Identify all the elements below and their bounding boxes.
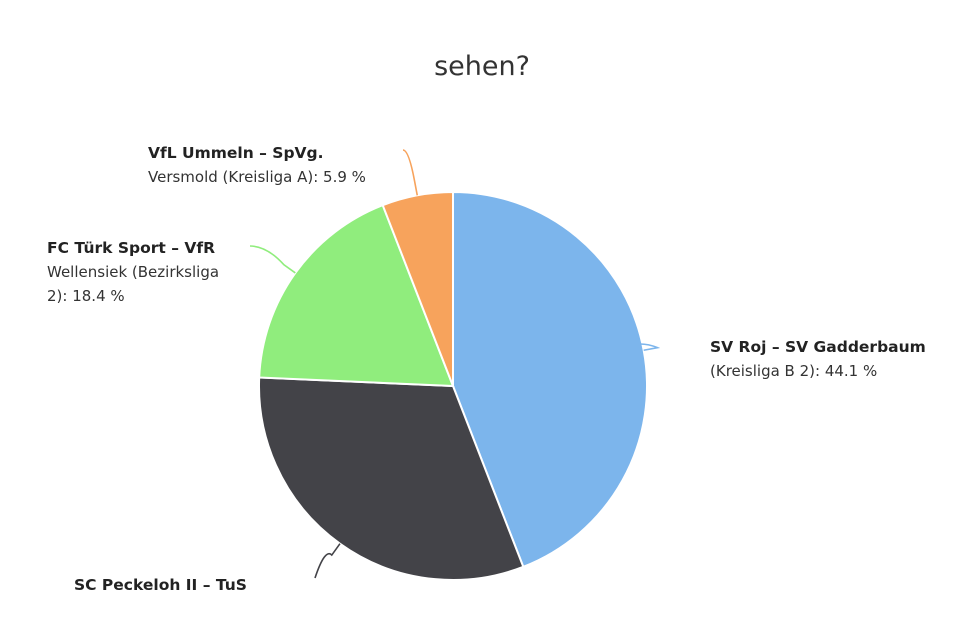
chart-title: sehen? — [434, 51, 530, 82]
data-label-value: Versmold (Kreisliga A): 5.9 % — [148, 168, 366, 186]
data-label-name: SC Peckeloh II – TuS — [74, 576, 247, 594]
connector-line-3 — [402, 149, 419, 196]
data-label-value: Wellensiek (Bezirksliga — [47, 263, 219, 281]
data-label-3: VfL Ummeln – SpVg. Versmold (Kreisliga A)… — [148, 144, 366, 186]
data-label-name: FC Türk Sport – VfR — [47, 239, 215, 257]
data-label-value: (Kreisliga B 2): 44.1 % — [710, 362, 877, 380]
pie-slice-2[interactable] — [258, 203, 455, 388]
pie-slice-0[interactable] — [452, 190, 648, 569]
connector-line-1 — [314, 543, 341, 579]
data-label-value: 2): 18.4 % — [47, 287, 125, 305]
data-label-name: VfL Ummeln – SpVg. — [148, 144, 324, 162]
data-label-name: SV Roj – SV Gadderbaum — [710, 338, 926, 356]
connector-line-2 — [249, 245, 296, 274]
pie-slice-3[interactable] — [381, 190, 454, 387]
pie-slice-1[interactable] — [258, 376, 525, 581]
connector-line-0 — [639, 343, 661, 352]
data-label-0: SV Roj – SV Gadderbaum (Kreisliga B 2): 4… — [710, 338, 926, 380]
data-label-2: FC Türk Sport – VfR Wellensiek (Bezirksli… — [47, 239, 219, 305]
data-label-1: SC Peckeloh II – TuS — [74, 576, 247, 594]
